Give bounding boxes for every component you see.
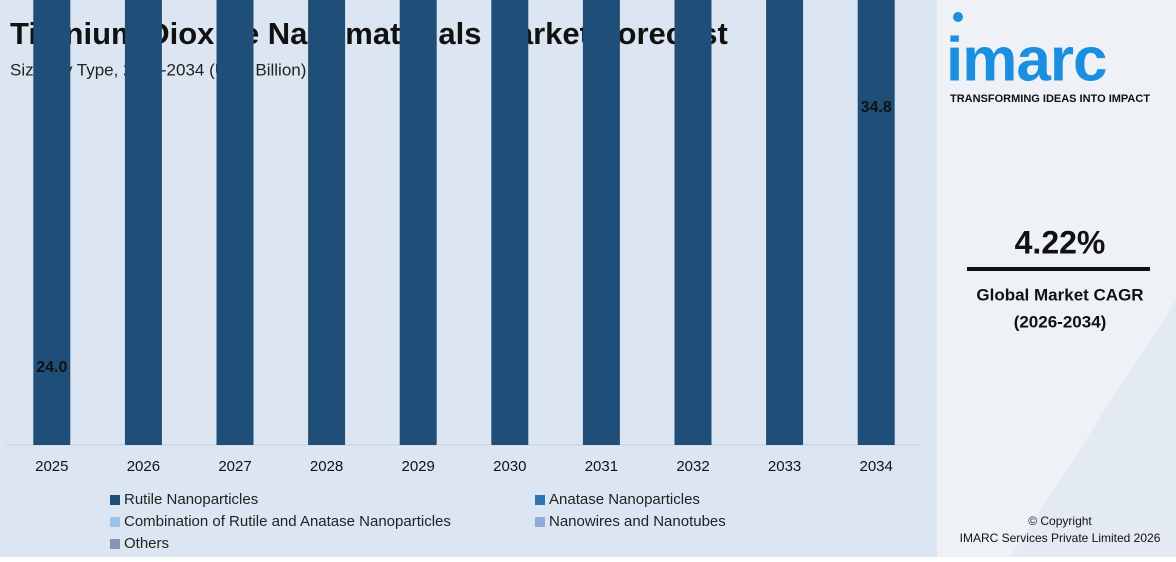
bar-segment [308, 0, 346, 446]
x-tick-label: 2034 [860, 458, 893, 475]
bar-segment [216, 0, 254, 445]
legend-label: Rutile Nanoparticles [124, 491, 258, 508]
logo-dot [953, 12, 963, 22]
bar-segment [33, 0, 71, 445]
bar-segment [674, 0, 712, 446]
cagr-period: (2026-2034) [1014, 312, 1107, 331]
total-label: 34.8 [861, 99, 892, 116]
x-tick-label: 2025 [35, 458, 68, 475]
bar-segment [124, 0, 162, 446]
logo: imarc [946, 25, 1106, 94]
bar-segment [766, 0, 804, 446]
legend-swatch [110, 495, 120, 505]
x-tick-label: 2030 [493, 458, 526, 475]
cagr-label: Global Market CAGR [976, 285, 1143, 304]
x-tick-label: 2033 [768, 458, 801, 475]
x-tick-label: 2028 [310, 458, 343, 475]
bar-segment [582, 0, 620, 445]
bar-segment [857, 0, 895, 446]
legend-label: Nanowires and Nanotubes [549, 513, 726, 530]
legend-swatch [110, 517, 120, 527]
cagr-value: 4.22% [1015, 224, 1106, 260]
legend-label: Anatase Nanoparticles [549, 491, 700, 508]
sidebar-decoration [1010, 300, 1176, 557]
company: IMARC Services Private Limited 2026 [960, 531, 1161, 545]
x-tick-label: 2026 [127, 458, 160, 475]
bar-segment [491, 0, 529, 446]
bar-segment [399, 0, 437, 445]
legend-swatch [535, 495, 545, 505]
chart-title: Titanium Dioxide Nanomaterials Market Fo… [10, 16, 728, 51]
total-label: 24.0 [36, 359, 67, 376]
legend-swatch [110, 539, 120, 549]
x-tick-label: 2027 [218, 458, 251, 475]
x-tick-label: 2031 [585, 458, 618, 475]
legend-label: Combination of Rutile and Anatase Nanopa… [124, 513, 451, 530]
x-tick-label: 2029 [402, 458, 435, 475]
legend-swatch [535, 517, 545, 527]
tagline: TRANSFORMING IDEAS INTO IMPACT [950, 93, 1150, 105]
copyright: © Copyright [1028, 514, 1092, 528]
x-tick-label: 2032 [676, 458, 709, 475]
legend-label: Others [124, 535, 169, 552]
